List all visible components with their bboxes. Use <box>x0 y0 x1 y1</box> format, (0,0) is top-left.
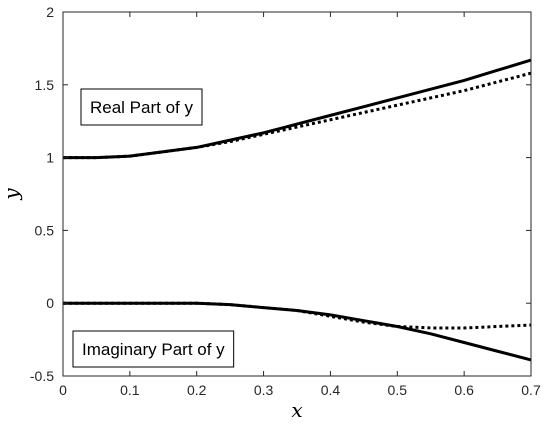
annotation-imaginary-box <box>72 330 235 368</box>
annotation-real-text: Real Part of y <box>90 98 193 117</box>
x-tick-label: 0.4 <box>321 382 341 398</box>
x-tick-label: 0 <box>59 382 67 398</box>
y-tick-label: -0.5 <box>30 368 54 384</box>
annotation-real-box <box>80 88 203 126</box>
y-tick-label: 2 <box>46 4 54 20</box>
series-group <box>63 58 532 362</box>
x-axis-label: x <box>291 398 302 422</box>
x-tick-label: 0.5 <box>388 382 408 398</box>
annotation-real: Real Part of y <box>80 88 203 126</box>
y-axis-label: y <box>0 188 23 201</box>
axes-box <box>62 11 532 377</box>
x-tick-label: 0.3 <box>254 382 274 398</box>
annotation-imaginary-text: Imaginary Part of y <box>82 340 225 359</box>
y-tick-label: 1 <box>46 150 54 166</box>
x-tick-label: 0.6 <box>454 382 474 398</box>
y-tick-label: 0.5 <box>35 222 55 238</box>
x-tick-label: 0.1 <box>120 382 140 398</box>
x-tick-label: 0.7 <box>521 382 541 398</box>
tick-group: 0 0.1 0.2 0.3 0.4 0.5 0.6 0.7 -0.5 0 0.5 1 1.5 2 <box>30 4 541 398</box>
y-tick-label: 1.5 <box>35 77 55 93</box>
x-tick-label: 0.2 <box>187 382 207 398</box>
y-tick-label: 0 <box>46 295 54 311</box>
annotation-imaginary: Imaginary Part of y <box>72 330 235 368</box>
series-line-2 <box>63 71 532 160</box>
series-line-4 <box>63 301 532 330</box>
